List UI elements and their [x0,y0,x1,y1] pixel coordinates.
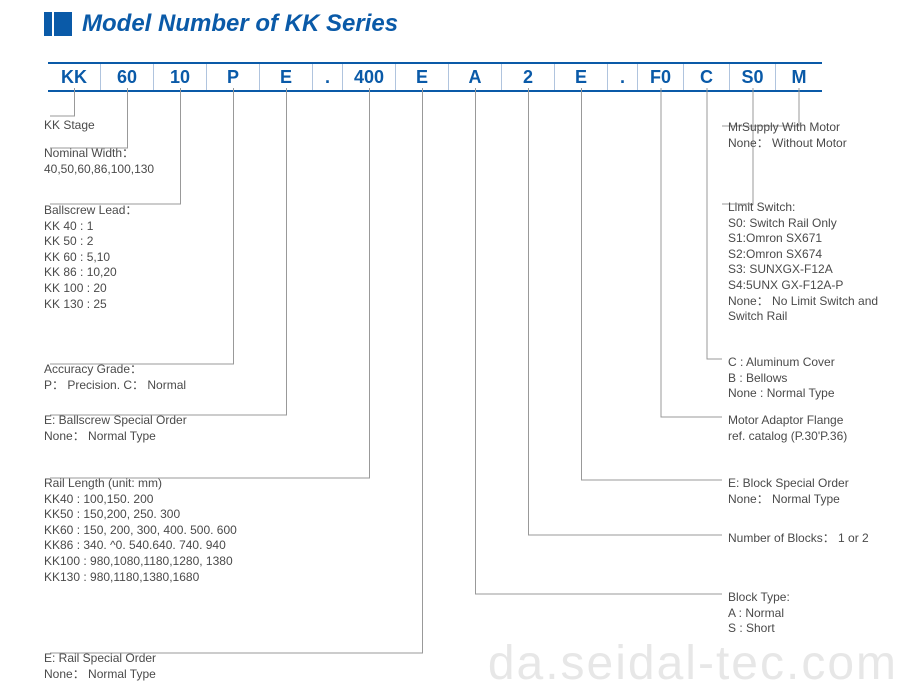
code-cell-3: P [207,64,260,90]
left-desc-6: E: Rail Special Order None： Normal Type [44,651,156,682]
code-cell-1: 60 [101,64,154,90]
watermark: da.seidal-tec.com [488,636,898,691]
header: Model Number of KK Series [0,0,906,38]
code-cell-10: E [555,64,608,90]
right-desc-0: MrSupply With Motor None： Without Motor [728,120,847,151]
right-desc-5: Number of Blocks： 1 or 2 [728,531,869,547]
left-desc-2: Ballscrew Lead： KK 40 : 1 KK 50 : 2 KK 6… [44,203,137,312]
code-cell-4: E [260,64,313,90]
code-cell-11: . [608,64,638,90]
right-desc-2: C : Aluminum Cover B : Bellows None : No… [728,355,835,402]
right-desc-3: Motor Adaptor Flange ref. catalog (P.30'… [728,413,847,444]
code-cell-12: F0 [638,64,684,90]
left-desc-5: Rail Length (unit: mm) KK40 : 100,150. 2… [44,476,237,585]
code-cell-0: KK [48,64,101,90]
header-bar-icon [44,12,72,36]
code-cell-5: . [313,64,343,90]
code-cell-15: M [776,64,822,90]
left-desc-3: Accuracy Grade： P： Precision. C： Normal [44,362,186,393]
left-desc-1: Nominal Width： 40,50,60,86,100,130 [44,146,154,177]
code-cell-6: 400 [343,64,396,90]
code-cell-8: A [449,64,502,90]
page-title: Model Number of KK Series [82,10,398,38]
model-code-row: KK6010PE.400EA2E.F0CS0M [48,62,822,92]
code-cell-2: 10 [154,64,207,90]
code-cell-14: S0 [730,64,776,90]
right-desc-1: Limit Switch: S0: Switch Rail Only S1:Om… [728,200,878,325]
left-desc-4: E: Ballscrew Special Order None： Normal … [44,413,187,444]
right-desc-4: E: Block Special Order None： Normal Type [728,476,849,507]
code-cell-9: 2 [502,64,555,90]
code-cell-7: E [396,64,449,90]
code-cell-13: C [684,64,730,90]
right-desc-6: Block Type: A : Normal S : Short [728,590,790,637]
left-desc-0: KK Stage [44,118,95,134]
